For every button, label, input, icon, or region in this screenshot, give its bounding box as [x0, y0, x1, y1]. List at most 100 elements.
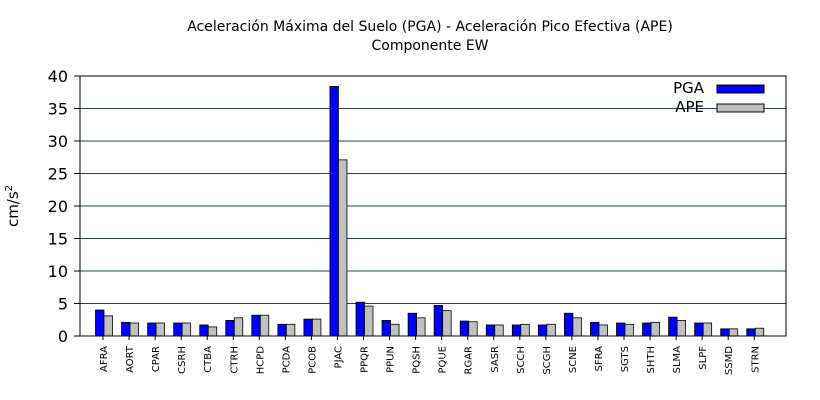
- x-tick-label: SCGH: [542, 346, 553, 375]
- bar-pga-pcda: [277, 323, 287, 337]
- bar-pga-hcpd: [251, 314, 261, 337]
- bar-ape-sgts: [624, 323, 634, 337]
- bar-ape-pcob: [311, 318, 322, 337]
- bar-pga-shth: [642, 322, 652, 337]
- bar-pga-sfra: [590, 321, 600, 337]
- y-tick-label: 5: [58, 295, 68, 314]
- y-tick-label: 25: [48, 165, 68, 184]
- y-tick-label: 15: [48, 230, 68, 249]
- bar-ape-ssmd: [728, 328, 739, 337]
- grid-lines: [80, 108, 786, 304]
- bar-pga-afra: [95, 309, 105, 337]
- bar-pga-strn: [746, 328, 756, 337]
- bar-ape-cpar: [155, 322, 166, 337]
- x-tick-label: SHTH: [646, 346, 657, 374]
- chart-subtitle: Componente EW: [371, 38, 488, 54]
- chart-title: Aceleración Máxima del Suelo (PGA) - Ace…: [187, 19, 673, 35]
- bar-pga-rgar: [459, 320, 470, 337]
- x-tick-label: CSRH: [177, 346, 188, 374]
- bar-ape-strn: [754, 327, 765, 337]
- x-tick-label: CPAR: [151, 346, 162, 372]
- bar-ape-scne: [572, 317, 582, 337]
- bar-pga-pque: [433, 305, 444, 337]
- y-axis-ticks: 0 5 10 15 20 25 30 35 40: [48, 67, 80, 346]
- x-tick-label: CTBA: [203, 346, 214, 373]
- bar-pga-scch: [511, 324, 522, 337]
- bar-pga-ppqr: [355, 301, 365, 337]
- x-tick-label: PCOB: [307, 346, 318, 374]
- bars: [95, 86, 765, 337]
- bar-ape-slma: [676, 319, 686, 337]
- bar-pga-sgts: [616, 322, 626, 337]
- bar-pga-sasr: [485, 324, 496, 337]
- x-tick-label: RGAR: [464, 346, 475, 375]
- legend-label-ape: APE: [675, 98, 704, 116]
- bar-ape-shth: [650, 321, 660, 337]
- bar-pga-pcob: [303, 318, 313, 337]
- y-tick-label: 20: [48, 197, 68, 216]
- y-tick-label: 0: [58, 327, 68, 346]
- bar-ape-slpf: [702, 322, 713, 337]
- bar-ape-pque: [442, 310, 452, 337]
- x-tick-label: HCPD: [255, 346, 266, 375]
- x-tick-label: SCNE: [568, 346, 579, 373]
- legend-label-pga: PGA: [673, 79, 705, 97]
- bar-pga-pqsh: [407, 312, 418, 337]
- bar-pga-pjac: [329, 86, 339, 337]
- x-tick-label: PQSH: [412, 346, 423, 374]
- x-tick-label: SCCH: [516, 346, 527, 374]
- bar-pga-aort: [121, 321, 131, 337]
- x-tick-label: PPQR: [360, 346, 371, 373]
- bar-ape-afra: [103, 315, 113, 337]
- bar-ape-aort: [129, 322, 139, 337]
- bar-pga-cpar: [147, 322, 157, 337]
- bar-ape-sasr: [494, 324, 504, 337]
- x-tick-label: SASR: [490, 346, 501, 373]
- y-axis-label-superscript: 2: [4, 185, 15, 191]
- legend-swatch-ape: [716, 103, 765, 113]
- x-axis-ticks: AFRA AORT CPAR CSRH CTBA CTRH HCPD PCDA PCOB PJAC…: [99, 336, 761, 375]
- y-tick-label: 10: [48, 262, 68, 281]
- x-tick-label: SGTS: [620, 346, 631, 372]
- bar-ape-ctrh: [233, 317, 244, 337]
- bar-ape-ppun: [390, 323, 400, 337]
- bar-pga-slpf: [694, 322, 704, 337]
- bar-ape-pqsh: [416, 317, 426, 337]
- plot-frame: [79, 75, 787, 337]
- bar-pga-ctrh: [225, 319, 235, 337]
- bar-pga-scne: [564, 312, 574, 337]
- bar-ape-scgh: [546, 323, 556, 337]
- bar-pga-slma: [668, 316, 678, 337]
- bar-pga-scgh: [537, 324, 548, 337]
- y-tick-label: 40: [48, 67, 68, 86]
- y-axis-label-text: cm/s: [4, 191, 22, 227]
- x-tick-label: SSMD: [724, 346, 735, 375]
- bar-ape-pcda: [285, 323, 296, 337]
- bar-ape-ppqr: [364, 305, 374, 337]
- x-tick-label: PPUN: [386, 346, 397, 373]
- x-tick-label: SLMA: [672, 346, 683, 374]
- bar-ape-scch: [520, 323, 530, 337]
- x-tick-label: PJAC: [333, 346, 344, 368]
- x-tick-label: SFRA: [594, 346, 605, 372]
- bar-pga-ssmd: [720, 328, 730, 337]
- legend-swatch-pga: [716, 84, 765, 94]
- x-tick-label: SLPF: [698, 346, 709, 370]
- bar-ape-pjac: [338, 159, 348, 337]
- x-tick-label: PQUE: [438, 346, 449, 374]
- y-axis-label: cm/s2: [4, 185, 22, 227]
- y-tick-label: 35: [48, 100, 68, 119]
- bar-ape-csrh: [181, 322, 192, 337]
- bar-ape-hcpd: [259, 314, 270, 337]
- x-tick-label: AFRA: [99, 346, 110, 372]
- bar-ape-rgar: [468, 321, 478, 337]
- bar-pga-ppun: [381, 319, 391, 337]
- bar-pga-csrh: [173, 322, 183, 337]
- y-tick-label: 30: [48, 132, 68, 151]
- x-tick-label: AORT: [125, 345, 136, 373]
- x-tick-label: CTRH: [229, 346, 240, 374]
- legend: PGA APE: [673, 79, 765, 116]
- bar-ape-ctba: [207, 326, 218, 337]
- bar-pga-ctba: [199, 324, 209, 337]
